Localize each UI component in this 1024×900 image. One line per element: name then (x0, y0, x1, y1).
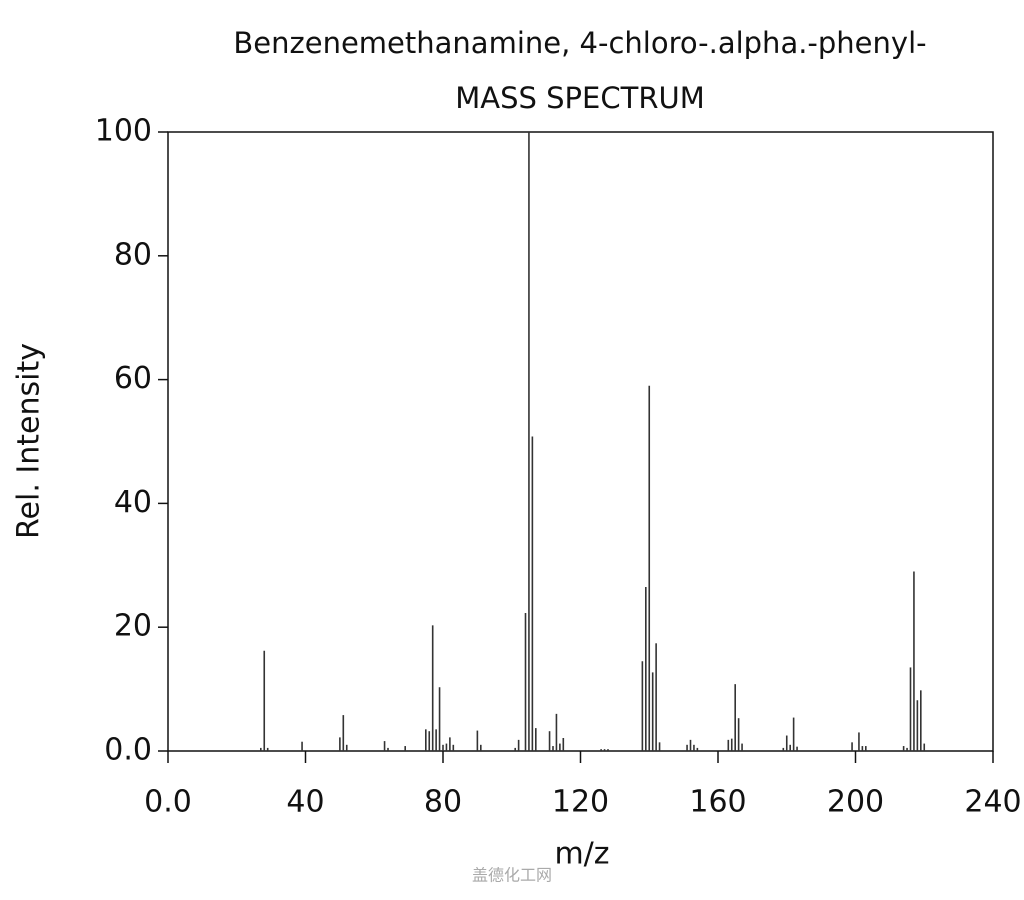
x-tick-label: 120 (552, 785, 609, 820)
y-axis-label: Rel. Intensity (12, 343, 47, 539)
y-tick-label: 0.0 (104, 733, 152, 768)
y-tick-label: 60 (114, 361, 152, 396)
y-tick-label: 80 (114, 237, 152, 272)
chart-title: Benzenemethanamine, 4-chloro-.alpha.-phe… (233, 26, 926, 60)
y-tick-label: 40 (114, 485, 152, 520)
y-tick-label: 20 (114, 609, 152, 644)
x-tick-label: 40 (286, 785, 324, 820)
x-tick-label: 240 (964, 785, 1021, 820)
watermark: 盖德化工网 (472, 866, 552, 885)
x-tick-label: 160 (689, 785, 746, 820)
plot-frame (167, 131, 994, 752)
x-tick-label: 0.0 (144, 785, 192, 820)
x-tick-label: 200 (827, 785, 884, 820)
chart-subtitle: MASS SPECTRUM (455, 81, 704, 115)
x-tick-label: 80 (424, 785, 462, 820)
x-axis-label: m/z (554, 837, 609, 872)
y-tick-label: 100 (95, 114, 152, 149)
